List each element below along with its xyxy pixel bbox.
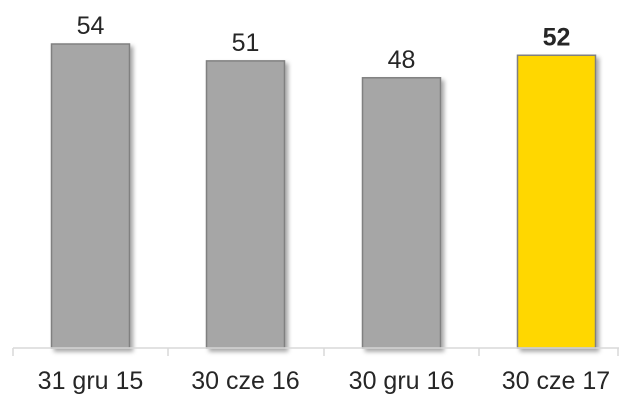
bar-value-label-4: 52 (543, 23, 571, 51)
x-tick-label-2: 30 cze 16 (191, 367, 299, 395)
bars-group (50, 43, 597, 349)
x-axis-tick-labels: 31 gru 15 30 cze 16 30 gru 16 30 cze 17 (38, 367, 611, 395)
bar-value-label-3: 48 (388, 46, 416, 74)
bar-value-label-1: 54 (77, 12, 105, 40)
bar-value-label-2: 51 (232, 29, 260, 57)
x-tick-label-4: 30 cze 17 (502, 367, 610, 395)
x-tick-label-1: 31 gru 15 (38, 367, 144, 395)
bar-4 (516, 54, 597, 349)
bar-2 (205, 60, 286, 349)
x-axis-ticks (12, 348, 619, 356)
x-tick-label-3: 30 gru 16 (349, 367, 455, 395)
bar-value-labels: 54 51 48 52 (77, 12, 571, 74)
bar-1 (50, 43, 131, 349)
bar-3 (361, 77, 442, 349)
